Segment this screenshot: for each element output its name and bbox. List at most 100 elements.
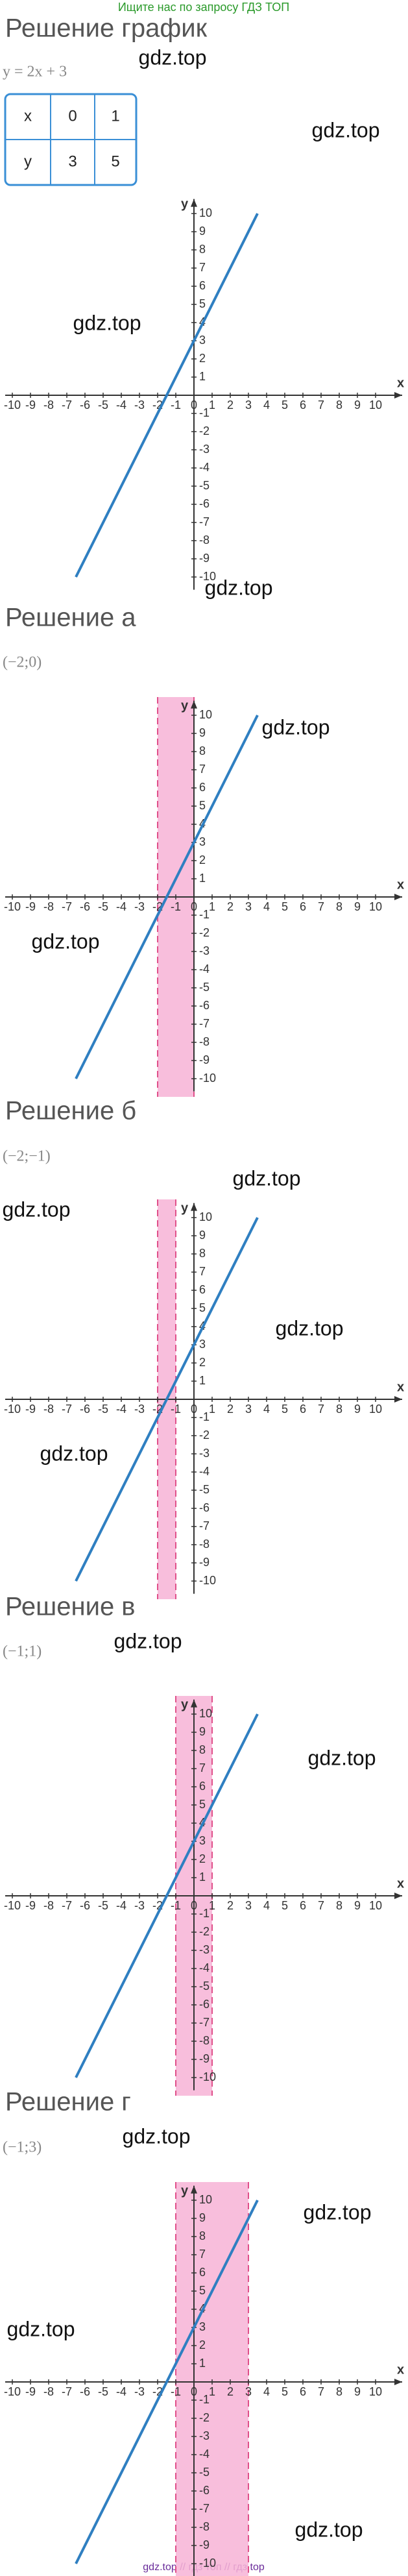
y-tick-label: 5 — [199, 1798, 206, 1811]
x-tick-label: 4 — [263, 1403, 270, 1416]
x-tick-label: -6 — [80, 1403, 90, 1416]
y-tick-label: -10 — [199, 2557, 216, 2570]
y-tick-label: -9 — [199, 552, 210, 565]
y-tick-label: -4 — [199, 2447, 210, 2460]
y-tick-label: 1 — [199, 2357, 206, 2370]
y-tick-label: -1 — [199, 1410, 210, 1423]
y-axis-label: y — [181, 698, 189, 713]
x-tick-label: 10 — [369, 1403, 382, 1416]
x-tick-label: -8 — [43, 2385, 54, 2398]
y-tick-label: 5 — [199, 2284, 206, 2297]
x-tick-label: -10 — [4, 399, 21, 411]
point-label: (−2;0) — [3, 654, 42, 671]
y-tick-label: 9 — [199, 2211, 206, 2224]
section-title: Решение в — [5, 1593, 136, 1621]
y-tick-label: 7 — [199, 1265, 206, 1278]
x-tick-label: -9 — [25, 900, 36, 913]
x-tick-label: 6 — [300, 399, 306, 411]
x-axis-label: x — [397, 1380, 404, 1394]
y-axis-label: y — [181, 2183, 189, 2198]
y-tick-label: 8 — [199, 2229, 206, 2242]
x-tick-label: 8 — [336, 399, 342, 411]
y-tick-label: -4 — [199, 963, 210, 975]
watermark: gdz.top — [304, 2200, 372, 2224]
y-tick-label: -10 — [199, 2070, 216, 2083]
x-axis-label: x — [397, 877, 404, 892]
y-tick-label: -5 — [199, 2466, 210, 2479]
watermark: gdz.top — [205, 576, 273, 599]
y-tick-label: -4 — [199, 1465, 210, 1478]
y-tick-label: 2 — [199, 352, 206, 365]
x-tick-label: 2 — [227, 900, 234, 913]
y-tick-label: 2 — [199, 1852, 206, 1865]
graph-line — [75, 1713, 259, 2078]
x-tick-label: -5 — [98, 2385, 108, 2398]
x-tick-label: -6 — [80, 399, 90, 411]
table-cell: 1 — [111, 107, 119, 125]
watermark: gdz.top — [40, 1441, 108, 1465]
y-tick-label: -5 — [199, 479, 210, 492]
x-tick-label: -10 — [4, 900, 21, 913]
watermark: gdz.top — [73, 311, 141, 334]
x-tick-label: -1 — [171, 399, 181, 411]
y-axis-label: y — [181, 1201, 189, 1215]
y-tick-label: -6 — [199, 1998, 210, 2011]
y-tick-label: -1 — [199, 406, 210, 419]
graph-line — [75, 2200, 259, 2564]
y-tick-label: 1 — [199, 1871, 206, 1883]
y-tick-label: -7 — [199, 1017, 210, 1030]
x-tick-label: -8 — [43, 1899, 54, 1912]
x-tick-label: 1 — [209, 399, 215, 411]
y-tick-label: -4 — [199, 461, 210, 474]
y-tick-label: -2 — [199, 2411, 210, 2424]
y-arrow — [191, 2185, 197, 2194]
y-axis-label: y — [181, 197, 189, 211]
x-tick-label: -10 — [4, 2385, 21, 2398]
x-tick-label: -3 — [134, 399, 145, 411]
y-tick-label: -7 — [199, 2016, 210, 2029]
x-tick-label: -1 — [171, 2385, 181, 2398]
x-tick-label: 4 — [263, 399, 270, 411]
y-tick-label: 6 — [199, 279, 206, 292]
x-tick-label: 2 — [227, 1899, 234, 1912]
watermark: gdz.top — [3, 1197, 71, 1221]
x-arrow — [394, 1396, 402, 1403]
y-tick-label: -9 — [199, 1053, 210, 1066]
watermark: gdz.top — [123, 2124, 191, 2148]
x-tick-label: 6 — [300, 1899, 306, 1912]
x-tick-label: 6 — [300, 2385, 306, 2398]
y-arrow — [191, 1203, 197, 1211]
y-tick-label: -1 — [199, 1907, 210, 1920]
x-tick-label: 10 — [369, 399, 382, 411]
watermark: gdz.top — [276, 1316, 344, 1340]
watermark: gdz.top — [262, 715, 330, 739]
graph-line — [75, 1217, 259, 1582]
point-label: (−1;3) — [3, 2139, 42, 2156]
y-tick-label: 3 — [199, 1834, 206, 1847]
y-arrow — [191, 199, 197, 207]
x-tick-label: 2 — [227, 1403, 234, 1416]
y-tick-label: -5 — [199, 1483, 210, 1496]
y-tick-label: 8 — [199, 1247, 206, 1260]
x-tick-label: -7 — [62, 1403, 72, 1416]
y-tick-label: -1 — [199, 908, 210, 921]
y-tick-label: 7 — [199, 763, 206, 776]
x-tick-label: 0 — [191, 2385, 197, 2398]
x-tick-label: -5 — [98, 1403, 108, 1416]
y-tick-label: -3 — [199, 2429, 210, 2442]
table-cell: 3 — [68, 153, 77, 170]
section-title: Решение а — [5, 604, 136, 632]
x-tick-label: -1 — [171, 1403, 181, 1416]
y-tick-label: -5 — [199, 1980, 210, 1993]
x-tick-label: 3 — [245, 1899, 252, 1912]
x-tick-label: 4 — [263, 900, 270, 913]
point-label: (−2;−1) — [3, 1148, 51, 1165]
x-tick-label: 9 — [354, 1403, 361, 1416]
y-tick-label: 2 — [199, 2338, 206, 2351]
y-tick-label: -4 — [199, 1961, 210, 1974]
y-tick-label: 9 — [199, 225, 206, 238]
x-tick-label: -3 — [134, 1899, 145, 1912]
y-tick-label: 10 — [199, 1707, 212, 1720]
graph-line — [75, 213, 259, 578]
y-tick-label: 1 — [199, 1374, 206, 1387]
